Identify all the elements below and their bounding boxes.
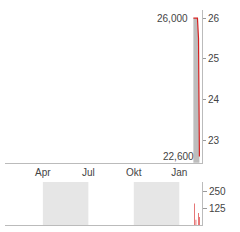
svg-text:Jul: Jul	[82, 167, 95, 178]
svg-text:26,000: 26,000	[157, 13, 188, 24]
svg-text:250: 250	[209, 186, 226, 197]
svg-text:Apr: Apr	[35, 167, 51, 178]
svg-text:26: 26	[208, 13, 220, 24]
svg-text:Okt: Okt	[126, 167, 142, 178]
svg-text:125: 125	[209, 203, 226, 214]
svg-text:22,600: 22,600	[163, 151, 194, 162]
svg-text:Jan: Jan	[171, 167, 187, 178]
svg-text:24: 24	[208, 94, 220, 105]
svg-text:25: 25	[208, 53, 220, 64]
svg-text:23: 23	[208, 135, 220, 146]
